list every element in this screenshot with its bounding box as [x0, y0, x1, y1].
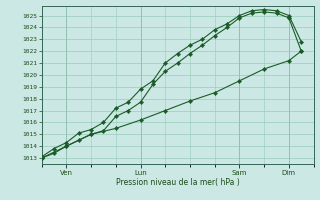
X-axis label: Pression niveau de la mer( hPa ): Pression niveau de la mer( hPa ) [116, 178, 239, 187]
